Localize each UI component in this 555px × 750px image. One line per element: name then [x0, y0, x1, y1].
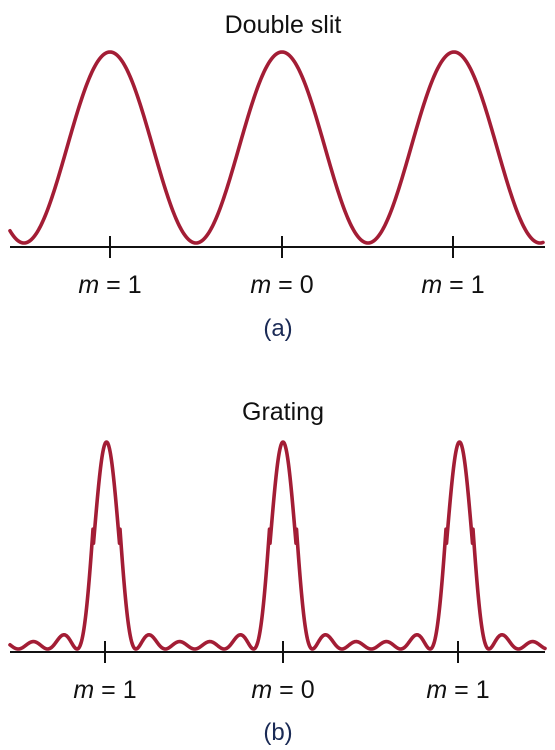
panel-a-order-label-left: m = 1 [78, 271, 141, 299]
panel-a-title: Double slit [225, 11, 342, 39]
panel-b-title: Grating [242, 398, 324, 426]
panel-b-caption: (b) [263, 719, 292, 746]
panel-a-intensity-curve [10, 52, 543, 243]
panel-b-order-label-left: m = 1 [73, 676, 136, 704]
panel-a-order-label-center: m = 0 [250, 271, 313, 299]
panel-b-order-label-right: m = 1 [426, 676, 489, 704]
panel-b-grating: Grating m = 1 m = 0 m = 1 (b) [10, 398, 545, 746]
panel-b-order-label-center: m = 0 [251, 676, 314, 704]
panel-a-caption: (a) [263, 315, 292, 342]
panel-a-order-label-right: m = 1 [421, 271, 484, 299]
panel-b-intensity-curve [10, 442, 545, 649]
panel-a-double-slit: Double slit m = 1 m = 0 m = 1 (a) [10, 11, 545, 342]
